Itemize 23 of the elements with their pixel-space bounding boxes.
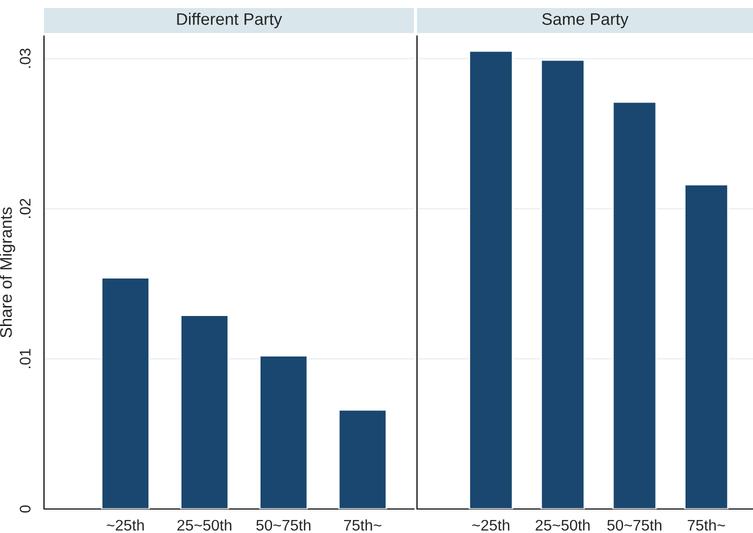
x-tick-label: 25~50th (177, 519, 232, 531)
x-tick-label: ~25th (472, 519, 510, 531)
chart-title: Same Party (542, 13, 629, 28)
y-axis-title: Share of Migrants (0, 207, 16, 338)
chart-title: Different Party (177, 12, 282, 28)
bar (180, 314, 229, 509)
x-tick-label: 25~50th (536, 519, 590, 531)
bar (684, 184, 729, 509)
x-tick-label: 50~75th (256, 519, 310, 531)
bar (338, 409, 388, 509)
bar (612, 101, 657, 509)
y-tick-label: .02 (20, 198, 31, 218)
bar (101, 277, 150, 509)
x-tick-label: 50~75th (607, 519, 662, 531)
bar (540, 59, 585, 509)
bar (259, 355, 308, 509)
x-tick-label: ~25th (106, 519, 144, 531)
y-tick-label: 0 (20, 505, 31, 513)
bar (468, 50, 514, 509)
y-tick-label: .03 (20, 48, 31, 68)
x-tick-label: 75th~ (688, 519, 725, 531)
y-tick-label: .01 (20, 348, 31, 368)
x-tick-label: 75th~ (344, 519, 382, 531)
